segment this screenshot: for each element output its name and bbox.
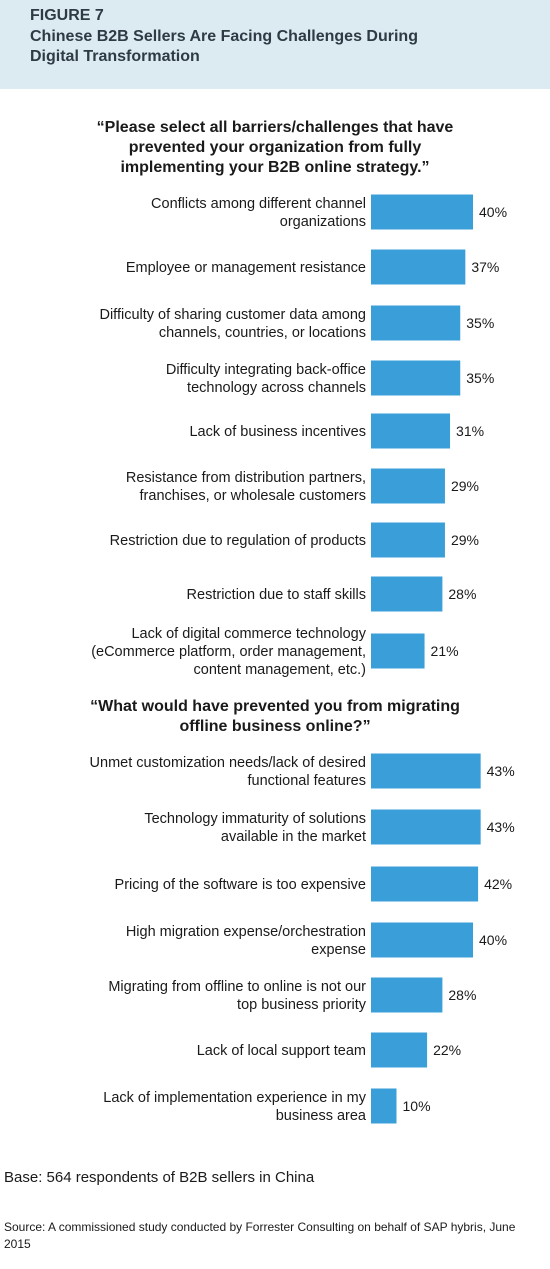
category-label-q1-3: Difficulty of sharing customer data amon… xyxy=(99,307,366,341)
value-label-q1-6: 29% xyxy=(451,478,479,494)
category-label-q1-2: Employee or management resistance xyxy=(126,260,366,276)
category-label-q1-9: Lack of digital commerce technology (eCom… xyxy=(91,626,367,678)
bar-q2-5 xyxy=(371,977,443,1013)
question-1-title: “Please select all barriers/challenges t… xyxy=(96,119,454,176)
bar-q2-2 xyxy=(371,809,481,845)
category-label-q2-3: Pricing of the software is too expensive xyxy=(115,877,366,893)
value-label-q2-2: 43% xyxy=(487,819,515,835)
category-label-q2-1: Unmet customization needs/lack of desire… xyxy=(90,755,366,789)
value-label-q2-1: 43% xyxy=(487,763,515,779)
category-label-q1-7: Restriction due to regulation of product… xyxy=(110,533,366,549)
value-label-q1-7: 29% xyxy=(451,532,479,548)
value-label-q1-2: 37% xyxy=(471,259,499,275)
value-label-q2-6: 22% xyxy=(433,1042,461,1058)
figure-title: Chinese B2B Sellers Are Facing Challenge… xyxy=(30,28,418,65)
category-label-q2-5: Migrating from offline to online is not … xyxy=(108,979,366,1013)
bar-q1-5 xyxy=(371,413,451,449)
category-label-q2-4: High migration expense/orchestration expe… xyxy=(126,924,366,958)
value-label-q1-1: 40% xyxy=(479,204,507,220)
source-note: Source: A commissioned study conducted b… xyxy=(4,1220,516,1251)
value-label-q2-7: 10% xyxy=(403,1098,431,1114)
bar-q2-7 xyxy=(371,1088,397,1124)
bar-q1-4 xyxy=(371,360,461,396)
value-label-q2-4: 40% xyxy=(479,932,507,948)
value-label-q1-8: 28% xyxy=(448,586,476,602)
bar-q1-8 xyxy=(371,576,443,612)
bar-q1-2 xyxy=(371,249,466,285)
question-2-title: “What would have prevented you from migr… xyxy=(90,698,460,735)
bar-q1-1 xyxy=(371,194,473,230)
category-label-q2-7: Lack of implementation experience in my b… xyxy=(103,1090,367,1124)
value-label-q1-3: 35% xyxy=(466,315,494,331)
category-label-q1-8: Restriction due to staff skills xyxy=(187,587,366,603)
value-label-q1-4: 35% xyxy=(466,370,494,386)
base-note: Base: 564 respondents of B2B sellers in … xyxy=(4,1169,315,1186)
bar-q1-3 xyxy=(371,305,461,341)
bar-q1-9 xyxy=(371,633,425,669)
bar-q1-7 xyxy=(371,522,445,558)
bar-q2-4 xyxy=(371,922,473,958)
value-label-q1-9: 21% xyxy=(431,643,459,659)
category-label-q1-1: Conflicts among different channel organiz… xyxy=(151,196,366,230)
figure-header: FIGURE 7 Chinese B2B Sellers Are Facing … xyxy=(0,0,550,89)
category-label-q1-5: Lack of business incentives xyxy=(189,424,366,440)
category-label-q1-4: Difficulty integrating back-office techno… xyxy=(166,362,366,396)
figure-label: FIGURE 7 xyxy=(30,7,104,24)
category-label-q2-6: Lack of local support team xyxy=(197,1043,366,1059)
bar-q1-6 xyxy=(371,468,445,504)
value-label-q2-3: 42% xyxy=(484,876,512,892)
category-label-q1-6: Resistance from distribution partners, fr… xyxy=(126,470,366,504)
value-label-q1-5: 31% xyxy=(456,423,484,439)
value-label-q2-5: 28% xyxy=(448,987,476,1003)
category-label-q2-2: Technology immaturity of solutions availa… xyxy=(144,811,366,845)
bar-q2-6 xyxy=(371,1032,428,1068)
bar-q2-1 xyxy=(371,753,481,789)
bar-q2-3 xyxy=(371,866,479,902)
